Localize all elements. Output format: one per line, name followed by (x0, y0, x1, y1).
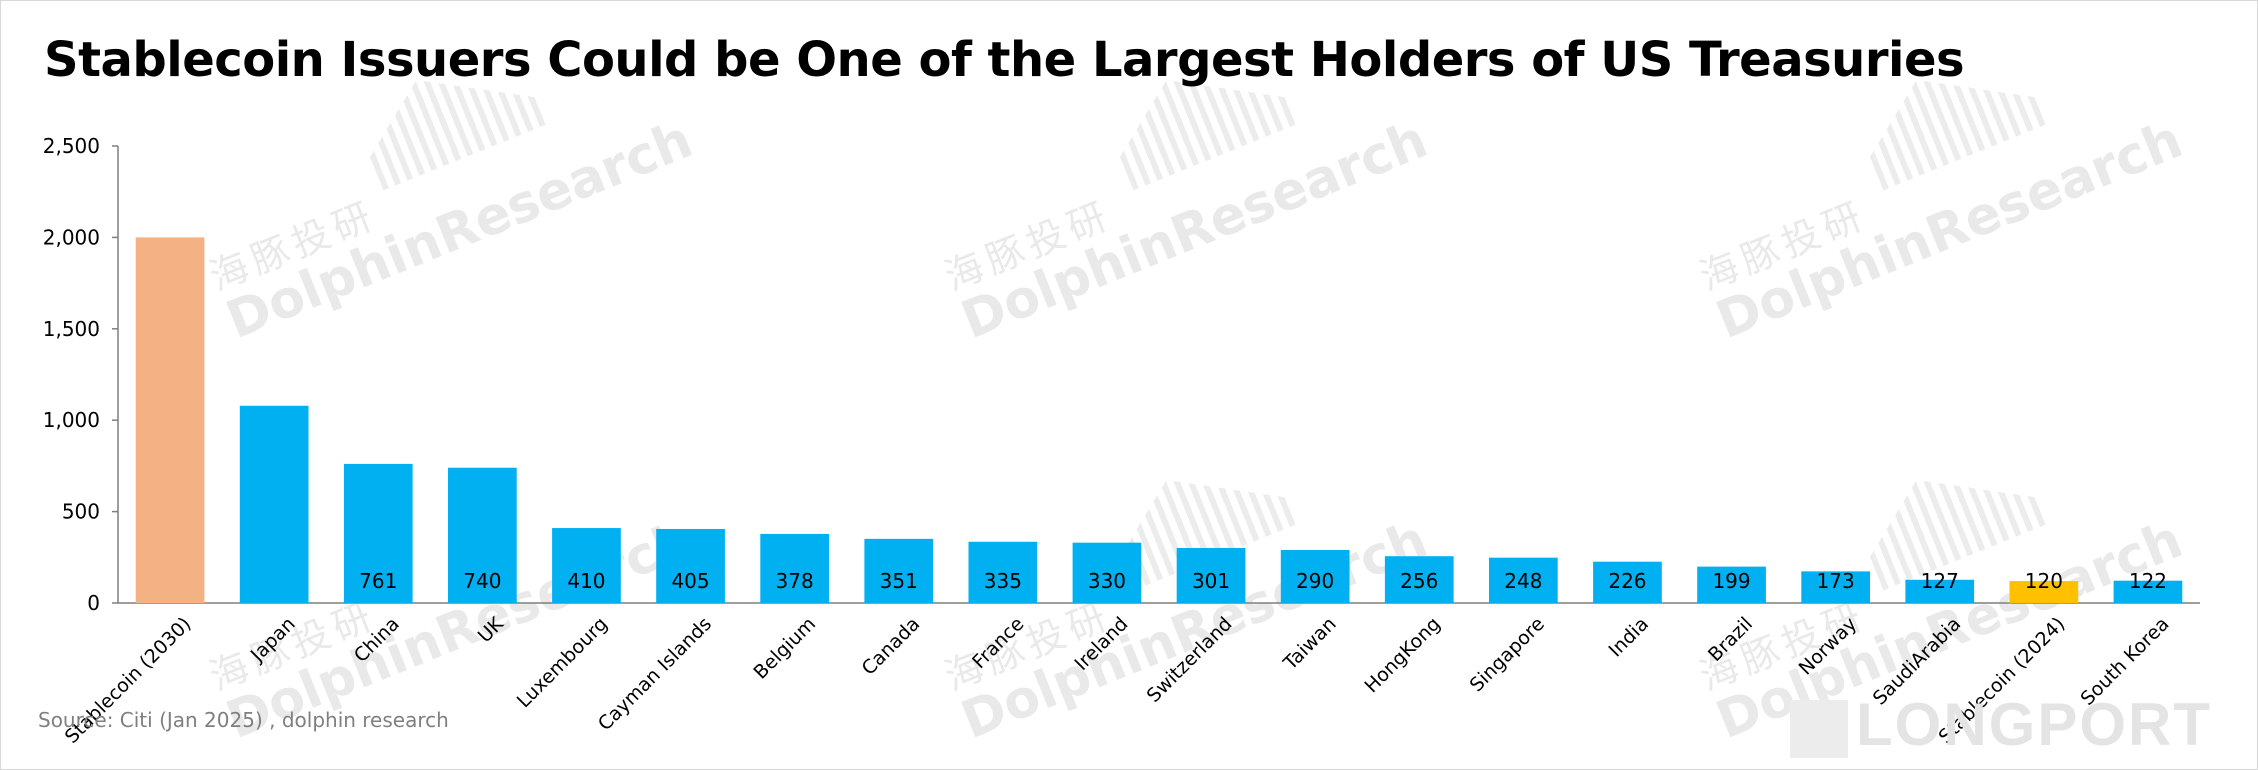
x-tick-label: Switzerland (1143, 613, 1237, 707)
chart-title: Stablecoin Issuers Could be One of the L… (44, 32, 1965, 88)
x-tick-label: HongKong (1360, 613, 1444, 697)
y-tick-label: 0 (87, 591, 100, 615)
x-tick-label: South Korea (2077, 613, 2174, 710)
y-tick-label: 1,500 (43, 317, 100, 341)
data-label: 173 (1817, 569, 1855, 593)
data-label: 740 (463, 569, 501, 593)
data-label: 410 (567, 569, 605, 593)
y-tick-label: 2,000 (43, 225, 100, 249)
x-tick-label: Luxembourg (513, 613, 612, 712)
data-label: 248 (1504, 569, 1542, 593)
x-tick-label: Cayman Islands (594, 613, 716, 735)
y-tick-label: 500 (62, 500, 100, 524)
x-tick-label: Ireland (1070, 613, 1132, 675)
bar (1280, 549, 1350, 603)
bar (2009, 581, 2079, 603)
data-label: 226 (1608, 569, 1646, 593)
data-label: 199 (1712, 569, 1750, 593)
x-tick-label: Canada (858, 613, 925, 680)
data-label: 330 (1088, 569, 1126, 593)
bar (1176, 547, 1246, 603)
bar (1593, 561, 1662, 603)
bar (239, 405, 309, 603)
data-label: 127 (1921, 569, 1959, 593)
data-label: 335 (984, 569, 1022, 593)
x-tick-label: SaudiArabia (1869, 613, 1966, 710)
bar (1801, 571, 1871, 603)
data-label: 351 (880, 569, 918, 593)
x-tick-label: India (1604, 613, 1653, 662)
bar (1905, 579, 1975, 603)
source-note: Source: Citi (Jan 2025) , dolphin resear… (38, 708, 449, 732)
x-tick-label: Taiwan (1279, 613, 1341, 675)
bar (135, 237, 205, 603)
bar (1697, 566, 1766, 603)
data-labels: 761 740 410 405 378 351 335 330 301 290 256 248 226 1… (359, 569, 2167, 593)
data-label: 120 (2025, 569, 2063, 593)
x-tick-label: Brazil (1704, 613, 1757, 666)
data-label: 761 (359, 569, 397, 593)
data-label: 405 (671, 569, 709, 593)
x-tick-label: Japan (246, 613, 300, 667)
x-tick-label: UK (474, 613, 509, 648)
y-tick-label: 1,000 (43, 408, 100, 432)
data-label: 301 (1192, 569, 1230, 593)
x-tick-label: Belgium (750, 613, 821, 684)
bar (1488, 557, 1558, 603)
x-tick-label: China (350, 613, 404, 667)
data-label: 290 (1296, 569, 1334, 593)
x-tick-label: France (968, 613, 1028, 673)
data-label: 378 (776, 569, 814, 593)
bar (552, 528, 621, 603)
x-tick-label: Norway (1795, 613, 1862, 680)
bar (2113, 580, 2183, 603)
bar (1384, 556, 1454, 603)
bar (447, 467, 517, 603)
data-label: 122 (2129, 569, 2167, 593)
bar (343, 463, 413, 603)
x-tick-label: Singapore (1466, 613, 1549, 696)
bar (1072, 542, 1142, 603)
bars (135, 237, 2183, 603)
bar (656, 528, 725, 603)
bar (864, 538, 934, 603)
data-label: 256 (1400, 569, 1438, 593)
bar (760, 533, 830, 603)
y-tick-label: 2,500 (43, 134, 100, 158)
bar (968, 541, 1038, 603)
